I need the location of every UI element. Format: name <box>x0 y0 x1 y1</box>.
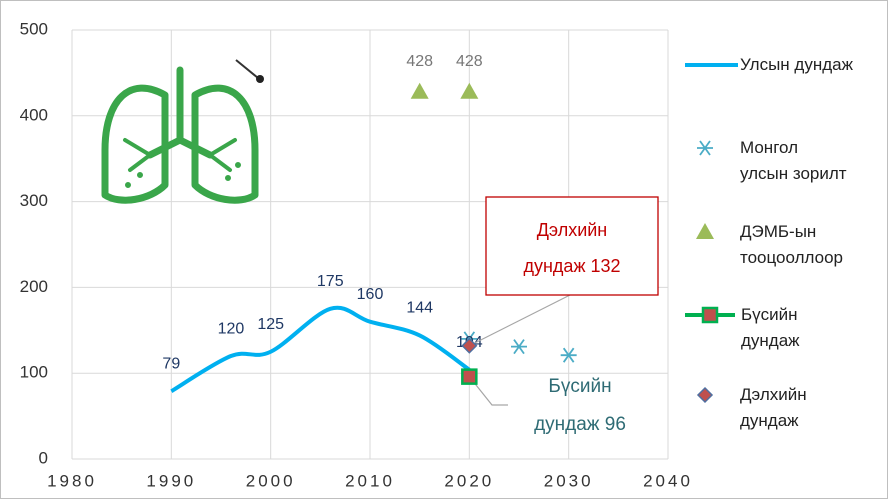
line-series <box>170 305 471 393</box>
y-tick-label: 300 <box>20 191 48 210</box>
data-label: 428 <box>456 53 483 70</box>
triangle-marker <box>410 82 429 99</box>
square-marker <box>701 306 719 324</box>
x-tick-label: 1990 <box>146 471 196 490</box>
diamond-marker <box>461 337 478 354</box>
legend-entry: Бүсийн дундаж <box>741 305 800 350</box>
data-label: 125 <box>257 316 284 333</box>
icon-dot <box>256 75 264 83</box>
x-tick-label: 2000 <box>246 471 296 490</box>
star-marker <box>511 339 527 355</box>
data-label: 120 <box>218 320 245 337</box>
y-tick-label: 400 <box>20 105 48 124</box>
diamond-marker <box>696 386 714 404</box>
data-label: 175 <box>317 273 344 290</box>
x-tick-label: 2030 <box>544 471 594 490</box>
square-marker <box>461 368 478 385</box>
data-label: 144 <box>406 300 433 317</box>
icon-stick <box>235 59 259 79</box>
legend-entry: ДЭМБ-ын тооцооллоор <box>740 222 843 267</box>
triangle-marker <box>696 223 714 239</box>
x-tick-label: 2040 <box>643 471 693 490</box>
y-tick-label: 200 <box>20 277 48 296</box>
x-tick-label: 2010 <box>345 471 395 490</box>
star-marker <box>697 140 713 156</box>
data-label: 160 <box>357 286 384 303</box>
annotation-text: Бүсийн <box>548 376 611 397</box>
y-tick-label: 0 <box>39 448 48 467</box>
annotation-box <box>485 196 659 296</box>
legend-entry: Улсын дундаж <box>740 55 853 74</box>
y-tick-label: 500 <box>20 19 48 38</box>
legend-entry: Дэлхийн дундаж <box>740 385 807 430</box>
annotation-text: Дэлхийн <box>537 220 608 240</box>
y-tick-label: 100 <box>20 363 48 382</box>
triangle-marker <box>460 82 479 99</box>
annotation-text: дундаж 96 <box>534 414 626 435</box>
leader-line <box>469 294 571 347</box>
data-label: 79 <box>162 355 180 372</box>
x-tick-label: 2020 <box>444 471 494 490</box>
star-marker <box>560 347 577 363</box>
data-label: 428 <box>406 53 433 70</box>
lung-icon <box>101 66 259 204</box>
legend-entry: Монгол улсын зорилт <box>740 138 847 183</box>
annotation-text: дундаж 132 <box>523 256 620 276</box>
leader-line <box>468 376 508 406</box>
x-tick-label: 1980 <box>47 471 97 490</box>
